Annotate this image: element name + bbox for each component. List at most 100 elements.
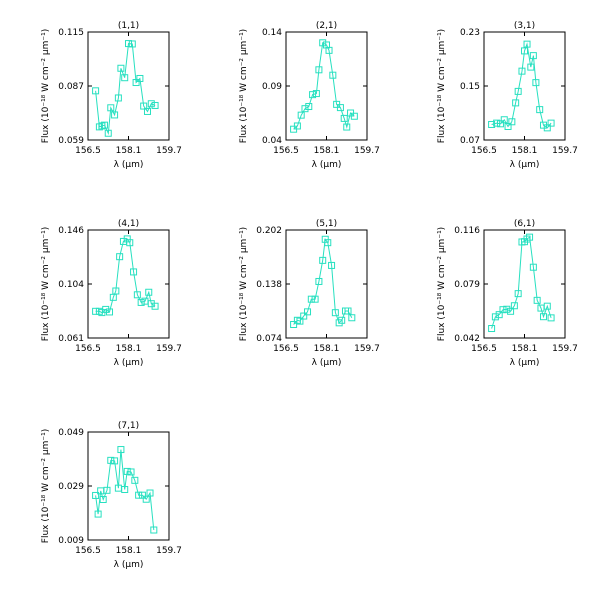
data-point: [311, 295, 319, 303]
data-point: [500, 116, 508, 124]
x-tick-label: 156.5: [471, 344, 497, 354]
y-tick-label: 0.115: [58, 28, 84, 38]
data-point: [145, 288, 153, 296]
data-point: [130, 268, 138, 276]
data-point: [135, 491, 143, 499]
y-tick-label: 0.029: [58, 482, 84, 492]
data-point: [325, 46, 333, 54]
data-point: [117, 64, 125, 72]
data-point: [533, 296, 541, 304]
x-tick-label: 156.5: [273, 344, 299, 354]
data-point: [344, 307, 352, 315]
data-point: [106, 308, 114, 316]
data-point: [348, 314, 356, 322]
data-point: [305, 103, 313, 111]
y-axis-label: Flux (10⁻¹⁸ W cm⁻² μm⁻¹): [41, 227, 51, 341]
data-point: [350, 112, 358, 120]
y-tick-label: 0.074: [256, 334, 282, 344]
x-tick-label: 156.5: [75, 344, 101, 354]
data-point: [131, 476, 139, 484]
y-tick-label: 0.087: [58, 82, 84, 92]
data-point: [514, 290, 522, 298]
data-point: [94, 510, 102, 518]
y-axis-label: Flux (10⁻¹⁸ W cm⁻² μm⁻¹): [239, 227, 249, 341]
x-axis-label: λ (μm): [312, 358, 342, 368]
data-point: [518, 67, 526, 75]
data-point: [127, 468, 135, 476]
x-axis-label: λ (μm): [312, 160, 342, 170]
x-tick-label: 159.7: [354, 344, 380, 354]
data-point: [488, 325, 496, 333]
y-tick-label: 0.14: [262, 28, 282, 38]
panel-title: (5,1): [316, 219, 337, 229]
data-point: [523, 40, 531, 48]
data-point: [112, 287, 120, 295]
data-point: [329, 71, 337, 79]
data-point: [126, 239, 134, 247]
x-tick-label: 156.5: [471, 146, 497, 156]
y-tick-label: 0.116: [454, 226, 480, 236]
panel-title: (7,1): [118, 421, 139, 431]
data-point: [331, 309, 339, 317]
series-line: [491, 236, 552, 329]
data-point: [304, 308, 312, 316]
series-line: [95, 238, 156, 314]
plot-frame: [483, 229, 566, 339]
y-axis-label: Flux (10⁻¹⁸ W cm⁻² μm⁻¹): [437, 227, 447, 341]
x-axis-label: λ (μm): [114, 160, 144, 170]
data-point: [99, 496, 107, 503]
y-tick-label: 0.202: [256, 226, 282, 236]
data-point: [514, 87, 522, 95]
chart-panel: (6,1) 156.5 158.1 159.7 0.042 0.079 0.116 λ (μm…: [437, 219, 578, 368]
plot-frame: [87, 431, 170, 541]
data-point: [128, 40, 136, 48]
x-axis-label: λ (μm): [510, 358, 540, 368]
data-point: [151, 101, 159, 109]
data-point: [136, 74, 144, 82]
data-point: [140, 102, 148, 110]
data-point: [503, 305, 511, 313]
y-tick-label: 0.059: [58, 136, 84, 146]
chart-panel: (1,1) 156.5 158.1 159.7 0.059 0.087 0.115 λ (μm…: [41, 21, 182, 170]
x-tick-label: 159.7: [354, 146, 380, 156]
data-point: [142, 495, 150, 503]
y-tick-label: 0.042: [454, 334, 480, 344]
data-point: [547, 119, 555, 127]
data-point: [151, 302, 159, 310]
y-tick-label: 0.15: [460, 82, 480, 92]
chart-panel: (7,1) 156.5 158.1 159.7 0.009 0.029 0.049 λ (μm…: [41, 421, 182, 570]
plot-frame: [285, 229, 368, 339]
data-point: [147, 100, 155, 108]
data-point: [132, 79, 140, 87]
y-axis-label: Flux (10⁻¹⁸ W cm⁻² μm⁻¹): [437, 29, 447, 143]
x-axis-label: λ (μm): [510, 160, 540, 170]
data-point: [116, 253, 124, 261]
chart-panel: (2,1) 156.5 158.1 159.7 0.04 0.09 0.14 λ (μm) Fl…: [239, 21, 380, 170]
panel-title: (3,1): [514, 21, 535, 31]
data-point: [92, 87, 100, 95]
y-tick-label: 0.138: [256, 280, 282, 290]
x-tick-label: 158.1: [314, 344, 340, 354]
data-point: [529, 52, 537, 60]
data-point: [296, 317, 304, 325]
data-point: [527, 63, 535, 71]
data-point: [536, 106, 544, 114]
data-point: [319, 256, 327, 264]
y-tick-label: 0.04: [262, 136, 282, 146]
panel-title: (1,1): [118, 21, 139, 31]
data-point: [493, 119, 501, 127]
data-point: [532, 79, 540, 87]
y-axis-label: Flux (10⁻¹⁸ W cm⁻² μm⁻¹): [41, 429, 51, 543]
data-point: [507, 307, 515, 315]
data-point: [92, 491, 100, 499]
panel-title: (2,1): [316, 21, 337, 31]
x-axis-label: λ (μm): [114, 358, 144, 368]
data-point: [315, 66, 323, 74]
data-point: [301, 105, 309, 113]
data-point: [107, 104, 115, 112]
data-point: [340, 114, 348, 122]
data-point: [324, 239, 332, 247]
x-tick-label: 158.1: [512, 146, 538, 156]
data-point: [343, 123, 351, 131]
